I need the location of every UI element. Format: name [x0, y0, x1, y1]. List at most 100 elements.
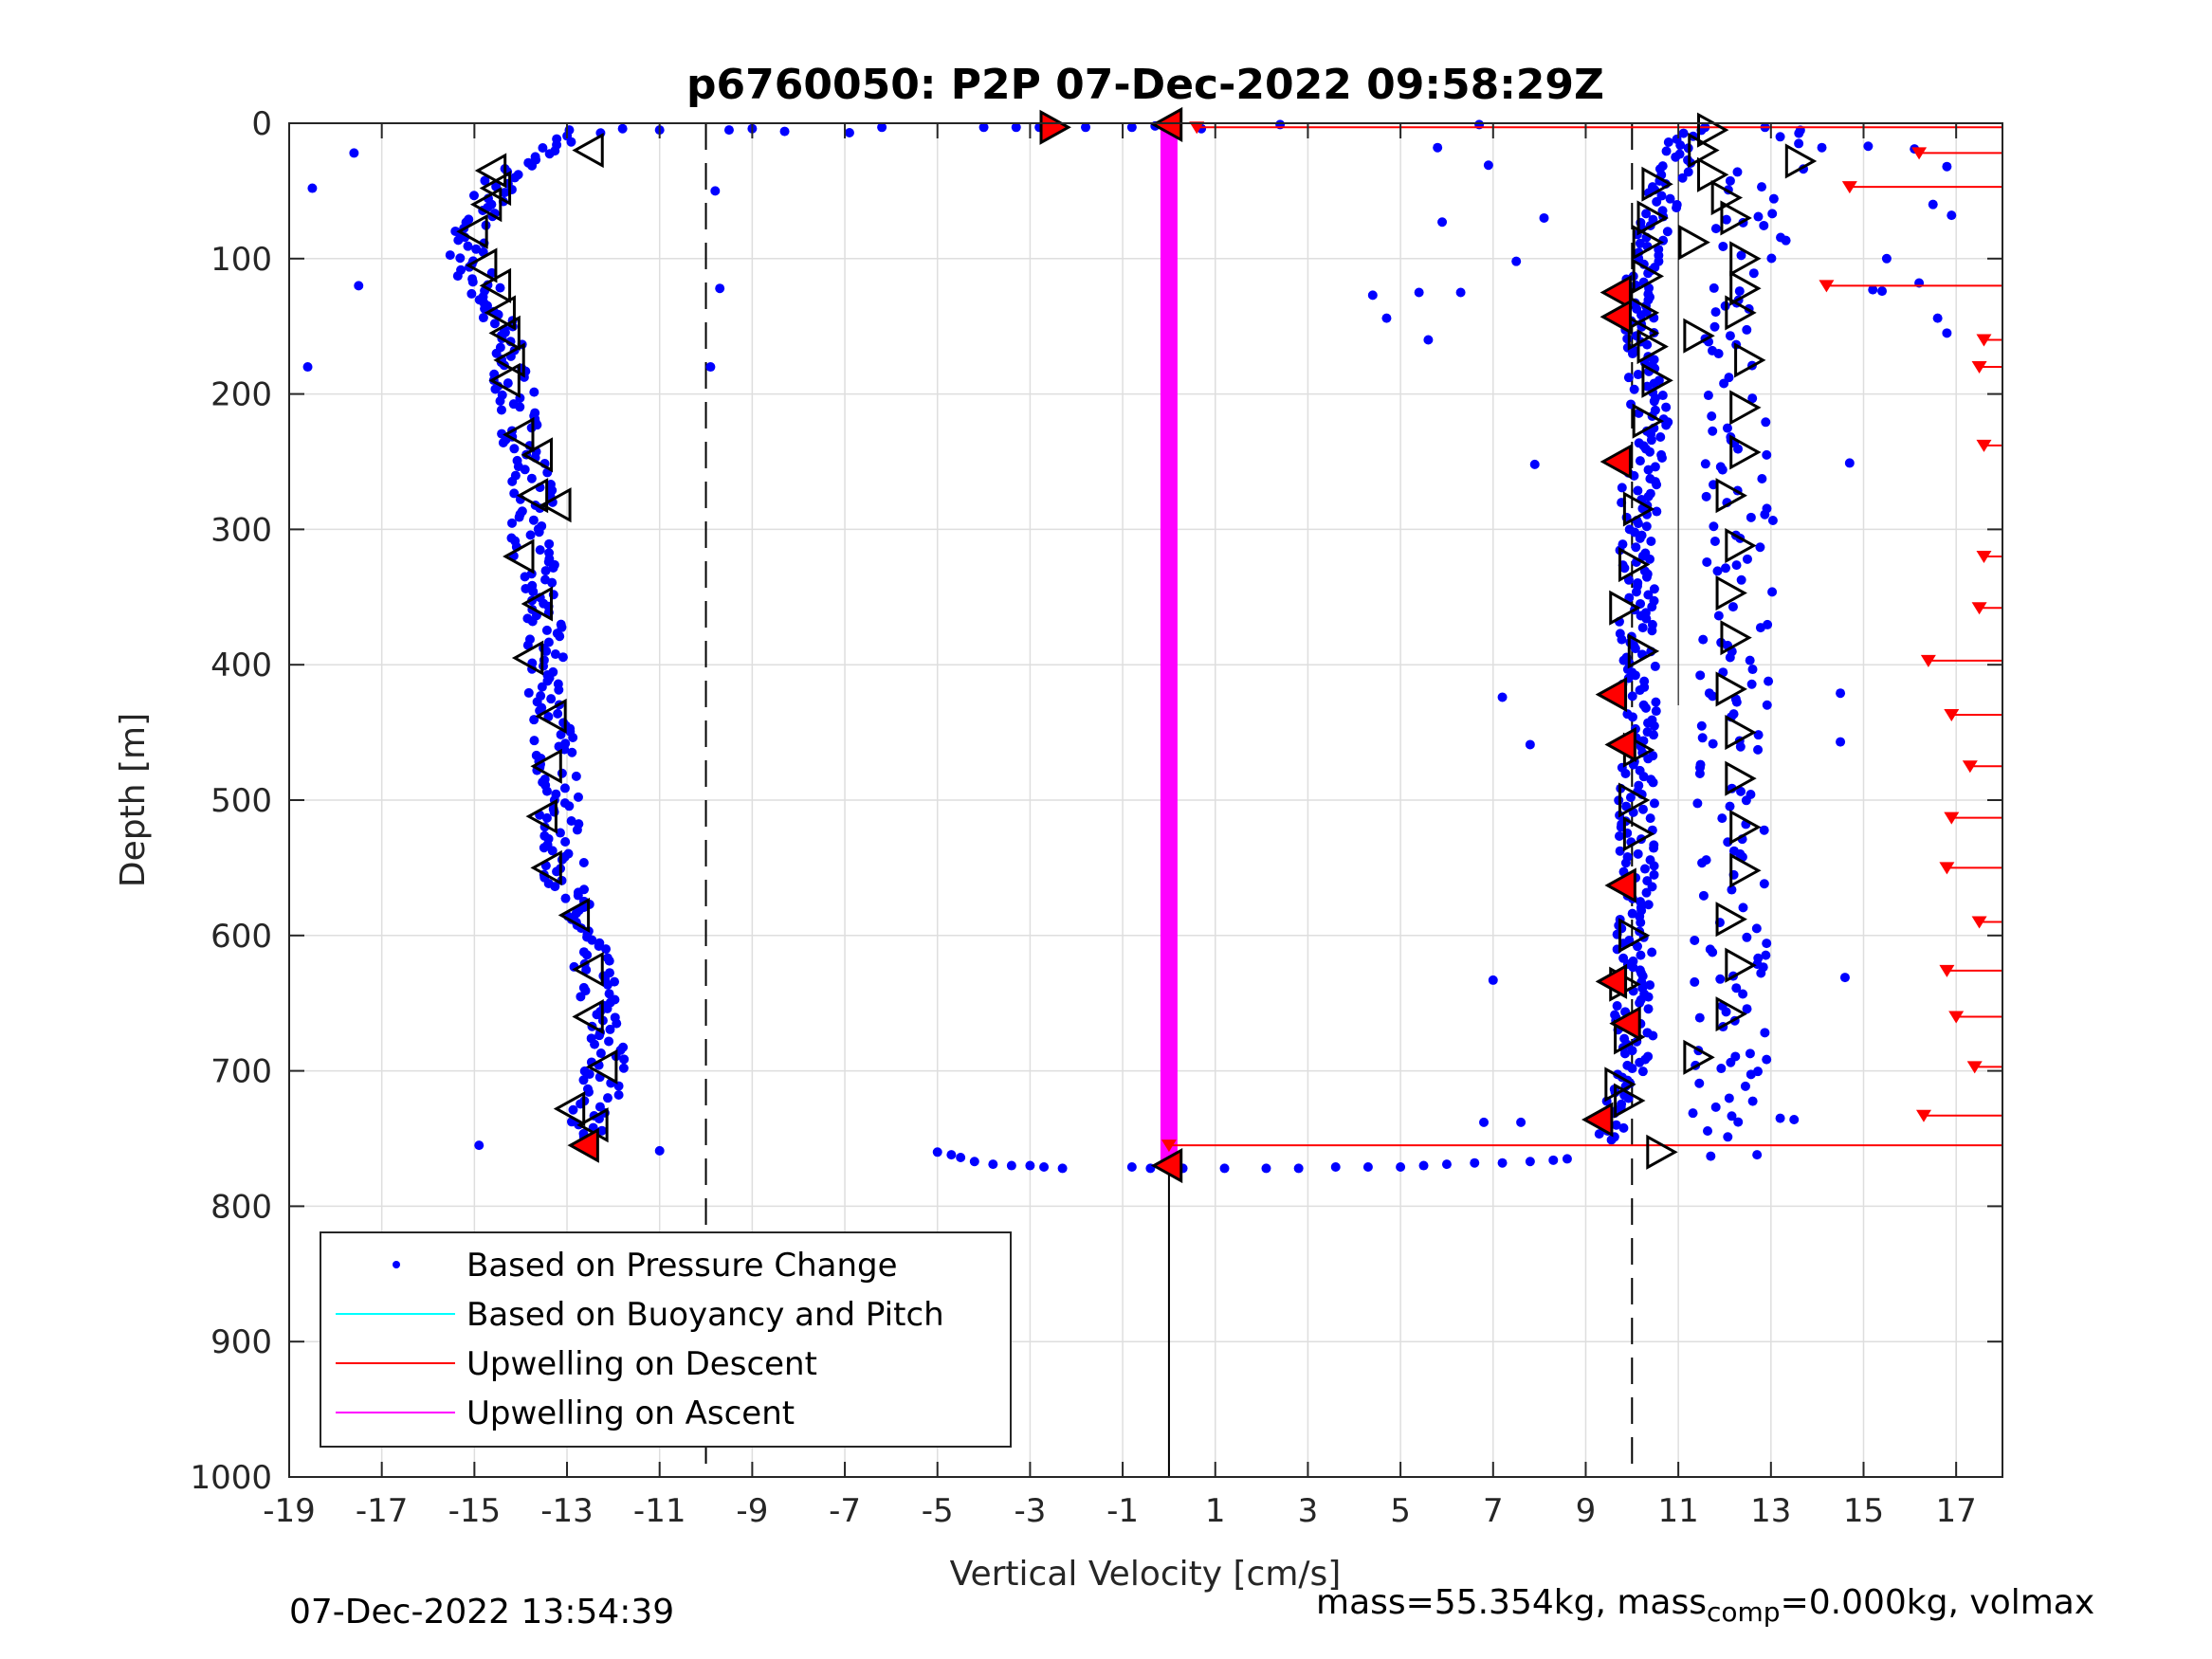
ascent-point [1632, 941, 1642, 952]
ascent-point [1708, 738, 1718, 749]
x-tick-label: -5 [922, 1492, 954, 1530]
ascent-point [1698, 634, 1709, 645]
ascent-point [1643, 992, 1654, 1002]
descent-marker [503, 416, 535, 452]
ascent-point [1708, 691, 1718, 702]
descent-point [529, 387, 539, 397]
ascent-point [1641, 887, 1652, 898]
ascent-point [1636, 598, 1646, 609]
ascent-point [1696, 720, 1707, 731]
descent-point [547, 846, 558, 856]
upwelling-descent-marker [1911, 147, 1928, 160]
ascent-marker [1784, 143, 1818, 179]
upwelling-descent-marker [1971, 916, 1987, 929]
ascent-point [1652, 506, 1662, 517]
ascent-point [1753, 211, 1764, 222]
descent-point [578, 857, 589, 867]
ascent-point [1642, 381, 1653, 392]
ascent-point [1702, 556, 1712, 567]
bottom-transition-point [1006, 1160, 1016, 1171]
ascent-point [1709, 321, 1720, 332]
ascent-point [1712, 566, 1723, 576]
ascent-point [1631, 587, 1641, 597]
descent-point [522, 640, 533, 650]
descent-point [568, 1104, 578, 1115]
ascent-point [1724, 1093, 1734, 1103]
descent-point [564, 801, 575, 811]
ascent-point [1594, 1129, 1604, 1139]
ascent-point [1781, 235, 1791, 246]
outlier-point [1877, 286, 1888, 297]
ascent-point [1640, 702, 1651, 713]
outlier-point [1794, 138, 1804, 149]
descent-point [592, 1010, 602, 1020]
ascent-point [1745, 655, 1755, 665]
ascent-point [1649, 798, 1659, 809]
descent-point [556, 729, 566, 739]
bottom-transition-point [969, 1157, 979, 1167]
surface-transition-point [1126, 122, 1137, 133]
ascent-point [1690, 976, 1700, 987]
ascent-marker [1627, 315, 1660, 351]
descent-point [523, 687, 534, 698]
x-tick-label: -9 [736, 1492, 768, 1530]
ascent-marker [1725, 527, 1757, 564]
ascent-marker [1636, 200, 1669, 236]
descent-point [480, 175, 490, 186]
upwelling-descent-marker [1161, 1139, 1177, 1153]
outlier-point [1525, 739, 1535, 750]
descent-marker [456, 213, 488, 249]
ascent-point [1620, 769, 1631, 779]
ascent-point [1655, 432, 1666, 443]
ascent-point [1647, 882, 1657, 892]
highlighted-marker [1600, 444, 1632, 480]
ascent-point [1757, 473, 1767, 483]
ascent-point [1708, 947, 1718, 957]
ascent-point [1642, 339, 1653, 350]
descent-point [467, 277, 478, 287]
x-tick-label: 1 [1205, 1492, 1226, 1530]
ascent-point [1649, 869, 1659, 880]
surface-transition-point [978, 122, 989, 133]
legend-label-0: Based on Pressure Change [466, 1247, 898, 1285]
ascent-point [1722, 423, 1732, 433]
ascent-marker [1618, 918, 1651, 954]
outlier-point [302, 362, 313, 373]
ascent-point [1767, 515, 1778, 525]
descent-point [595, 1048, 606, 1059]
ascent-marker [1729, 390, 1762, 426]
descent-point [500, 188, 510, 198]
descent-point [515, 402, 525, 412]
descent-point [445, 250, 455, 261]
ascent-point [1643, 1004, 1654, 1014]
ascent-point [1629, 384, 1639, 394]
x-tick-label: 15 [1843, 1492, 1884, 1530]
bottom-transition-point [1497, 1158, 1508, 1168]
descent-point [581, 965, 592, 975]
descent-point [619, 1054, 630, 1065]
ascent-point [1747, 1096, 1758, 1106]
ascent-marker [1641, 362, 1673, 398]
ascent-point [1633, 485, 1643, 496]
descent-point [495, 396, 505, 407]
ascent-marker [1729, 270, 1762, 306]
ascent-point [1611, 1120, 1621, 1130]
ascent-marker [1715, 671, 1747, 707]
descent-point [602, 1093, 612, 1103]
ascent-point [1725, 652, 1735, 663]
descent-point [541, 812, 552, 823]
legend-label-3: Upwelling on Ascent [466, 1395, 795, 1432]
ascent-point [1733, 444, 1744, 454]
ascent-marker [1622, 491, 1655, 527]
outlier-point [1817, 142, 1827, 153]
ascent-marker [1604, 1066, 1636, 1103]
ascent-point [1725, 801, 1735, 811]
descent-point [514, 512, 524, 522]
descent-point [468, 191, 479, 201]
ascent-point [1619, 563, 1630, 574]
descent-point [566, 137, 576, 147]
descent-point [453, 235, 464, 246]
highlighted-marker [1609, 1006, 1641, 1042]
x-tick-label: -1 [1106, 1492, 1139, 1530]
outlier-point [1511, 256, 1522, 266]
